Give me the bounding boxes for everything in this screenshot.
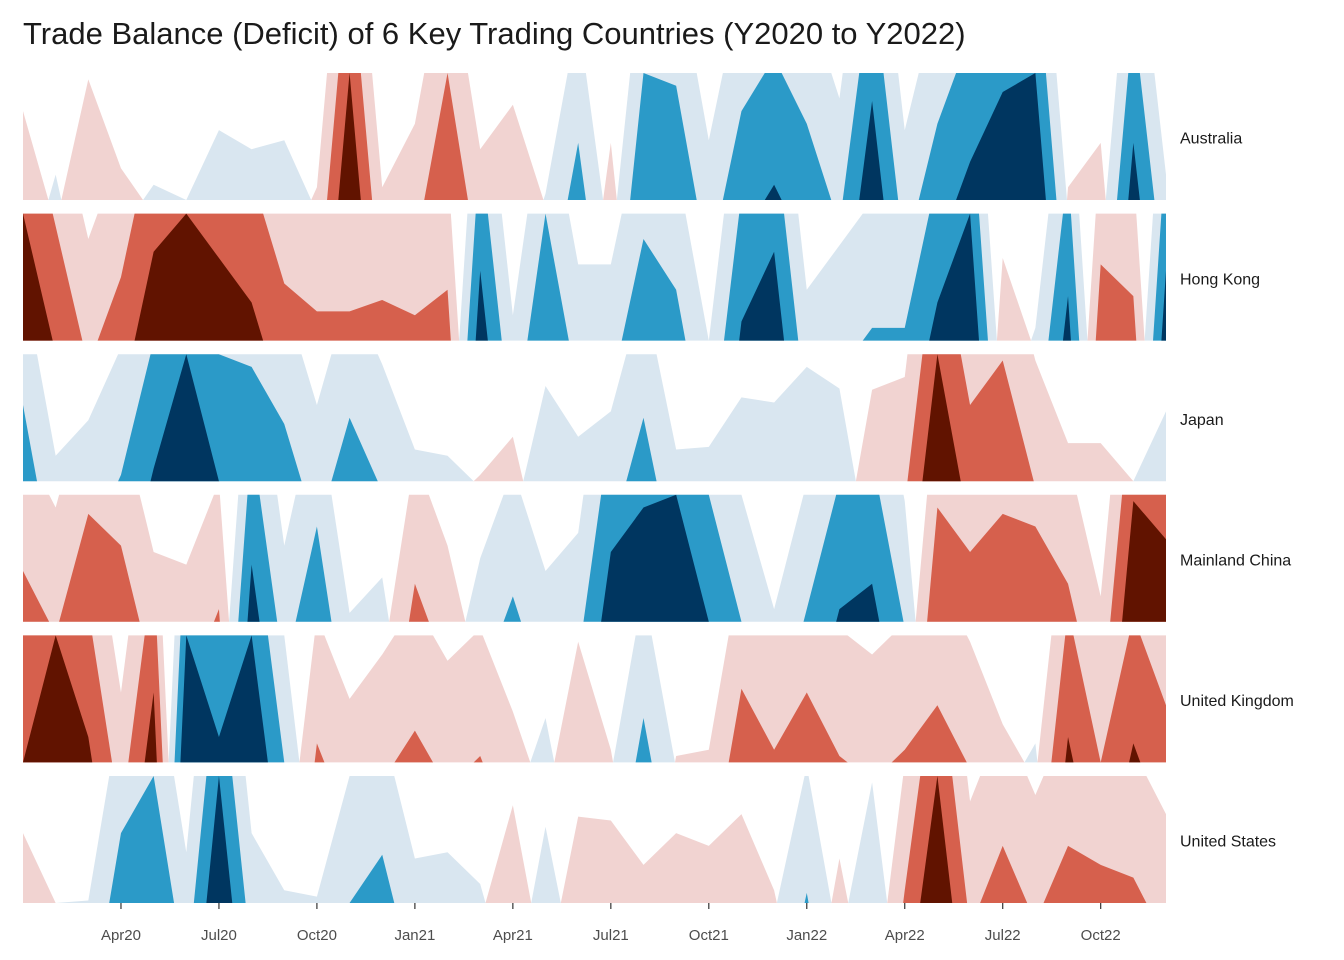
- positive-band: [23, 354, 1166, 482]
- panel-label: United States: [1180, 834, 1276, 851]
- negative-band: [23, 73, 1106, 200]
- positive-band: [153, 776, 233, 903]
- positive-band: [643, 73, 1140, 200]
- negative-band: [23, 213, 264, 341]
- positive-band: [55, 776, 888, 903]
- x-tick-label: Jan22: [786, 927, 827, 944]
- positive-band: [467, 213, 1166, 341]
- x-tick-label: Jul21: [593, 927, 629, 944]
- x-tick-label: Apr22: [885, 927, 925, 944]
- negative-band: [327, 73, 468, 200]
- panel-label: Australia: [1180, 131, 1242, 148]
- negative-band: [23, 213, 1137, 341]
- x-tick-label: Apr21: [493, 927, 533, 944]
- x-tick-label: Jul20: [201, 927, 237, 944]
- negative-band: [338, 73, 448, 200]
- x-tick-label: Oct21: [689, 927, 729, 944]
- panel: [23, 494, 1166, 622]
- panel-label: Hong Kong: [1180, 271, 1260, 288]
- panel-label: United Kingdom: [1180, 693, 1294, 710]
- x-tick-label: Jan21: [394, 927, 435, 944]
- negative-band: [23, 635, 1166, 763]
- x-tick-label: Jul22: [985, 927, 1021, 944]
- x-tick-label: Apr20: [101, 927, 141, 944]
- panel: [23, 213, 1166, 341]
- positive-band: [180, 635, 268, 763]
- panel: [23, 776, 1166, 903]
- x-tick-label: Oct22: [1081, 927, 1121, 944]
- negative-band: [1122, 501, 1166, 622]
- positive-band: [150, 354, 219, 482]
- negative-band: [23, 494, 1166, 622]
- negative-band: [23, 776, 1166, 903]
- negative-band: [920, 776, 953, 903]
- panel-label: Japan: [1180, 412, 1224, 429]
- positive-band: [238, 494, 904, 622]
- panel: [23, 73, 1166, 200]
- chart-title: Trade Balance (Deficit) of 6 Key Trading…: [23, 16, 966, 51]
- panel: [23, 635, 1166, 763]
- panel: [23, 354, 1166, 482]
- x-tick-label: Oct20: [297, 927, 337, 944]
- negative-band: [23, 635, 1166, 763]
- negative-band: [903, 776, 1147, 903]
- negative-band: [922, 354, 961, 482]
- positive-band: [229, 494, 916, 622]
- panel-label: Mainland China: [1180, 553, 1291, 570]
